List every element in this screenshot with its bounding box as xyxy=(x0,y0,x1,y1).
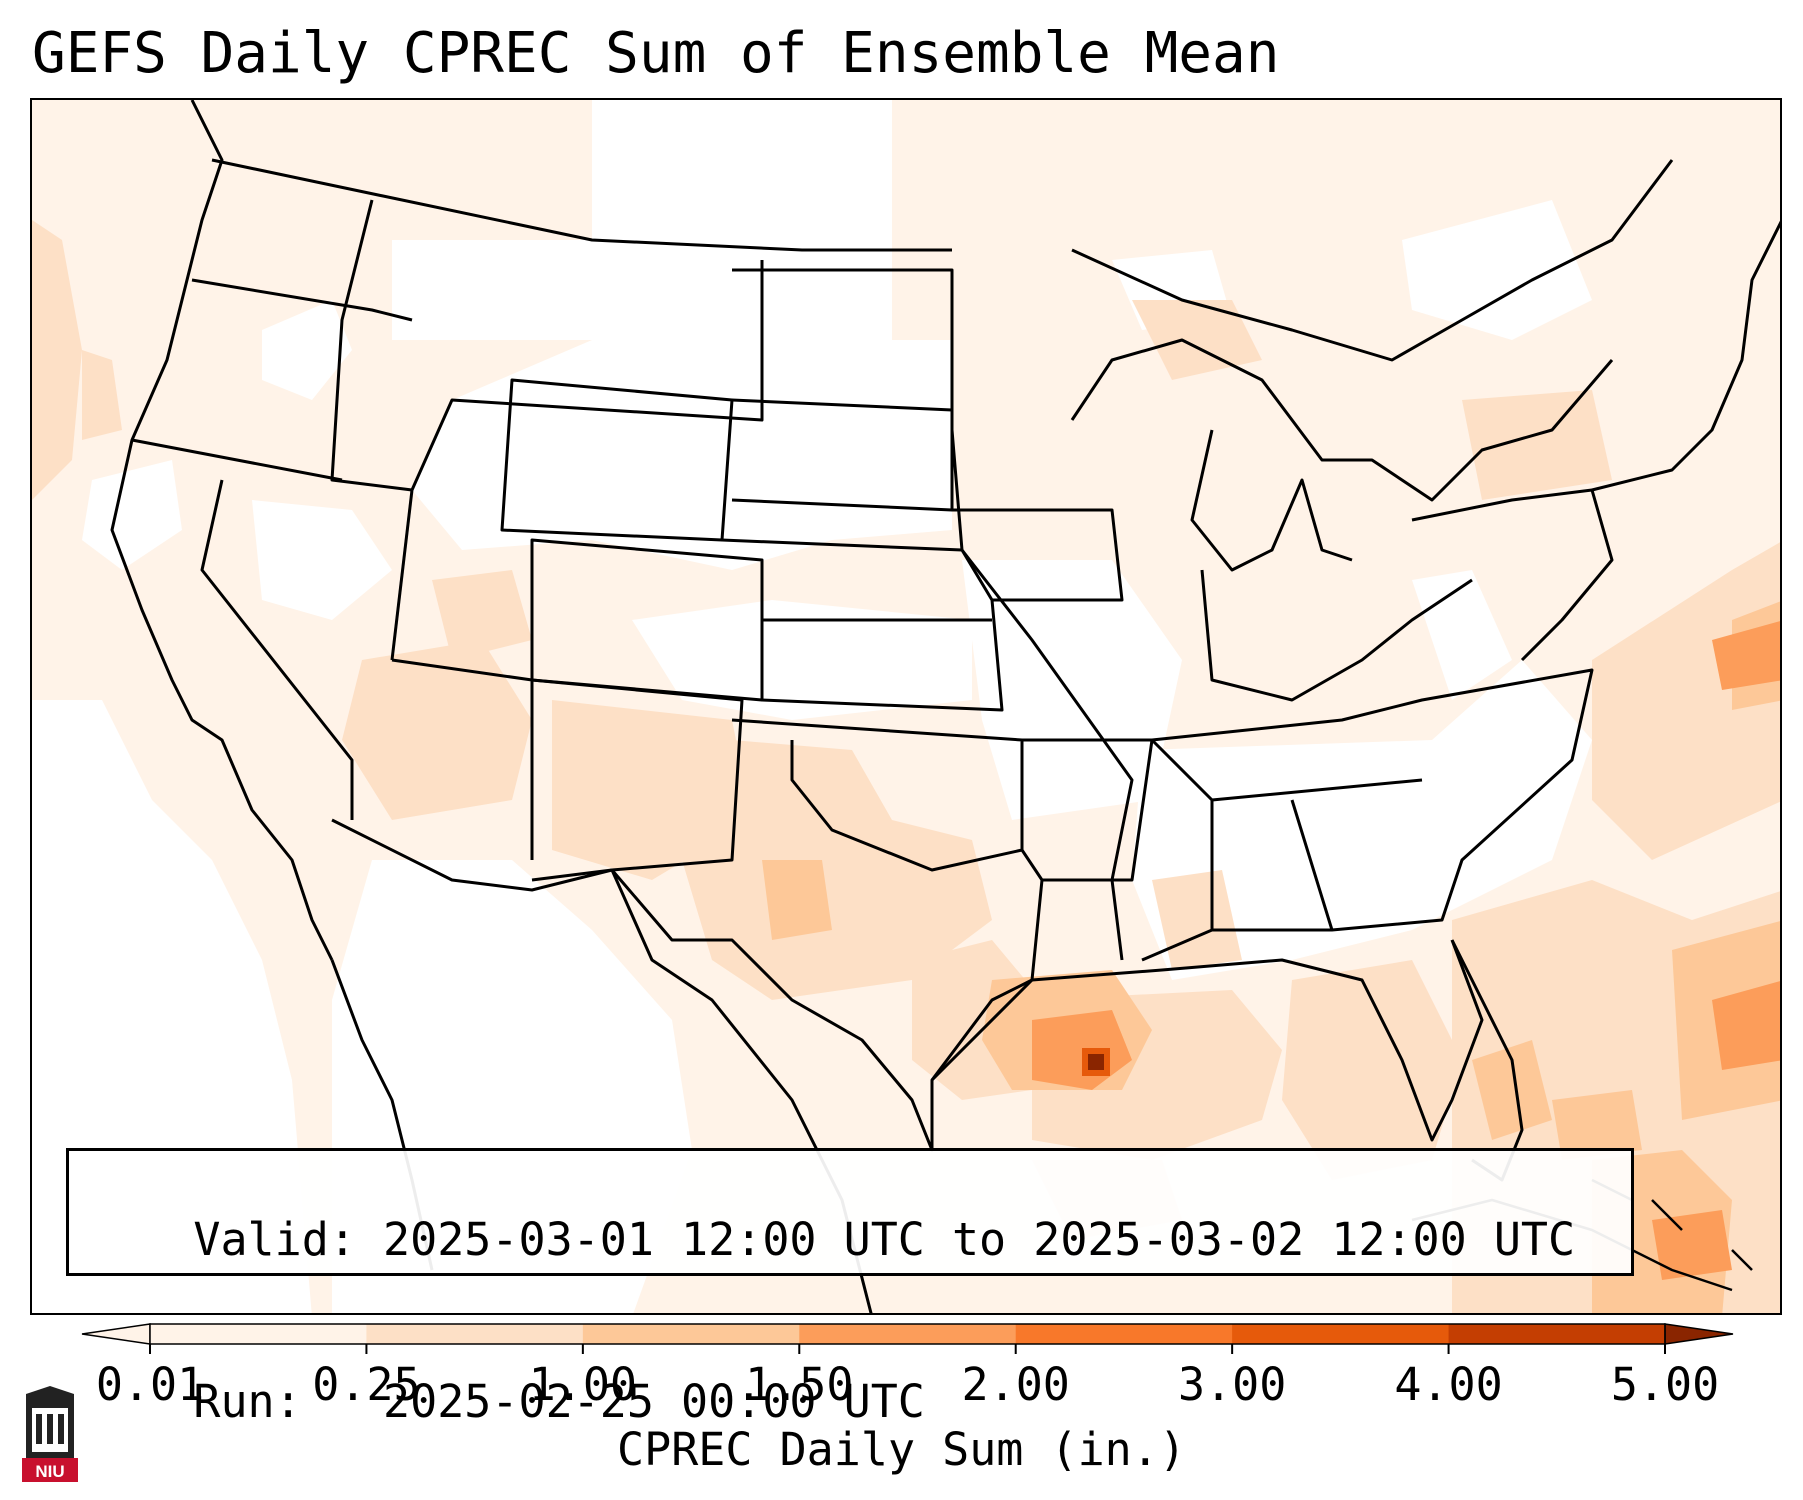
alabama-georgia xyxy=(1210,799,1334,931)
run-value: 2025-02-25 00:00 UTC xyxy=(383,1375,925,1428)
run-label: Run: xyxy=(193,1375,302,1428)
colorbar-segment xyxy=(366,1324,584,1344)
colorbar xyxy=(81,1323,1734,1354)
precip-field-peak xyxy=(1082,1048,1110,1076)
new-mexico xyxy=(531,678,744,882)
great-lakes-region xyxy=(1070,338,1614,502)
colorbar-tick-label: 1.50 xyxy=(745,1358,854,1411)
valid-value: 2025-03-01 12:00 UTC to 2025-03-02 12:00… xyxy=(383,1213,1576,1266)
colorbar-tick-label: 4.00 xyxy=(1394,1358,1503,1411)
texas xyxy=(610,849,1044,1152)
northeast xyxy=(1411,488,1614,662)
colorbar-tick-label: 2.00 xyxy=(961,1358,1070,1411)
valid-run-info-box: Valid: 2025-03-01 12:00 UTC to 2025-03-0… xyxy=(66,1148,1634,1428)
gulf-coast xyxy=(930,939,1484,1142)
colorbar-segment xyxy=(1232,1324,1450,1344)
southeast-states xyxy=(1141,668,1594,962)
colorbar-segments xyxy=(81,1323,1734,1354)
precip-field-dry xyxy=(32,100,1592,1313)
oregon-california xyxy=(131,438,343,482)
colorbar-tick-label: 0.01 xyxy=(95,1358,205,1411)
arkansas-line xyxy=(1022,738,1154,882)
colorbar-segment xyxy=(582,1324,800,1344)
map-panel xyxy=(30,98,1782,1315)
colorbar-tick-label: 5.00 xyxy=(1610,1358,1720,1411)
colorbar-extend-high xyxy=(1664,1323,1734,1345)
nevada-west xyxy=(200,479,354,820)
canada-border-east xyxy=(1071,159,1674,362)
precip-map xyxy=(32,100,1780,1313)
ohio-valley xyxy=(1200,569,1473,702)
dakotas xyxy=(731,268,954,512)
michigan xyxy=(1190,429,1353,572)
nevada-utah xyxy=(390,489,414,661)
dakota-split xyxy=(731,398,953,412)
montana-wyoming xyxy=(410,260,764,491)
west-coast-line xyxy=(110,100,334,961)
state-borders xyxy=(110,100,1780,1313)
colorbar-segment xyxy=(1015,1324,1233,1344)
new-england xyxy=(1591,220,1780,492)
washington-oregon xyxy=(191,278,413,322)
colorbar-tick-label: 0.25 xyxy=(312,1358,421,1411)
colorbar-segment xyxy=(799,1324,1017,1344)
arizona-mexico xyxy=(331,818,613,892)
idaho-line xyxy=(330,199,413,492)
niu-logo: NIU xyxy=(22,1386,78,1482)
colorbar-label: CPREC Daily Sum (in.) xyxy=(617,1423,1186,1476)
colorbar-outline xyxy=(149,1323,1666,1345)
iowa-missouri xyxy=(952,508,1124,602)
colorbar-tick-label: 3.00 xyxy=(1177,1358,1287,1411)
colorbar-segment xyxy=(150,1324,367,1344)
colorbar-segment xyxy=(1448,1324,1666,1344)
canada-border-west xyxy=(211,158,952,252)
colorbar-tick-label: 1.00 xyxy=(528,1358,638,1411)
valid-label: Valid: xyxy=(193,1213,356,1266)
colorbar-extend-low xyxy=(81,1323,151,1345)
logo-text: NIU xyxy=(35,1462,64,1481)
chart-title: GEFS Daily CPREC Sum of Ensemble Mean xyxy=(32,21,1280,86)
